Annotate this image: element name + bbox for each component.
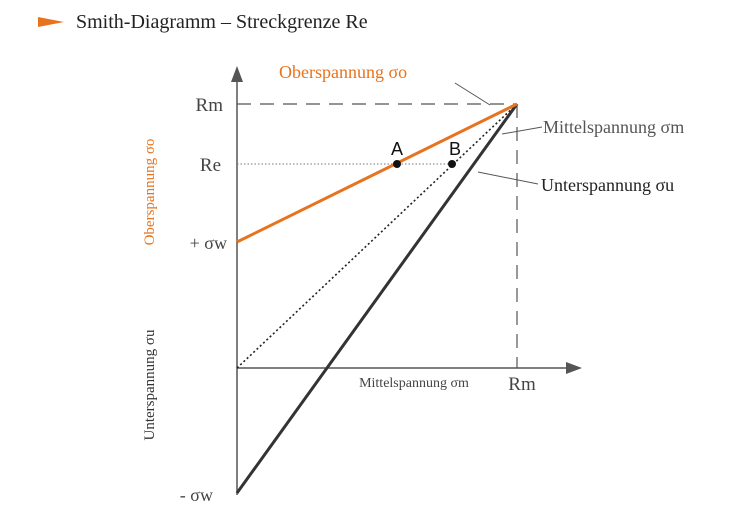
- mittelspannung-label: Mittelspannung σm: [543, 117, 684, 137]
- y-axis-arrowhead: [231, 66, 243, 82]
- y-axis-title-lower: Unterspannung σu: [142, 329, 158, 440]
- y-label-plus-sigma-w: + σw: [190, 233, 227, 253]
- mittelspannung-leader: [501, 126, 543, 135]
- orange-arrow-icon: [38, 17, 64, 27]
- point-a-label: A: [391, 139, 403, 159]
- oberspannung-label: Oberspannung σo: [279, 62, 407, 82]
- page-title: Smith-Diagramm – Streckgrenze Re: [76, 10, 368, 33]
- y-axis-title-upper: Oberspannung σo: [142, 139, 158, 246]
- x-axis-title: Mittelspannung σm: [359, 376, 469, 391]
- title-row: Smith-Diagramm – Streckgrenze Re: [38, 8, 368, 36]
- mittelspannung-line: [236, 103, 518, 369]
- x-axis-arrowhead: [566, 362, 582, 374]
- y-label-re: Re: [200, 155, 221, 176]
- y-label-rm: Rm: [196, 95, 224, 116]
- unterspannung-label: Unterspannung σu: [541, 175, 674, 195]
- point-b-label: B: [449, 139, 461, 159]
- oberspannung-leader: [454, 82, 491, 106]
- oberspannung-line: [236, 102, 518, 244]
- y-label-minus-sigma-w: - σw: [180, 485, 213, 505]
- point-b: [448, 160, 456, 168]
- unterspannung-leader: [477, 171, 539, 185]
- x-label-rm: Rm: [508, 374, 536, 395]
- unterspannung-line: [235, 103, 519, 494]
- point-a: [393, 160, 401, 168]
